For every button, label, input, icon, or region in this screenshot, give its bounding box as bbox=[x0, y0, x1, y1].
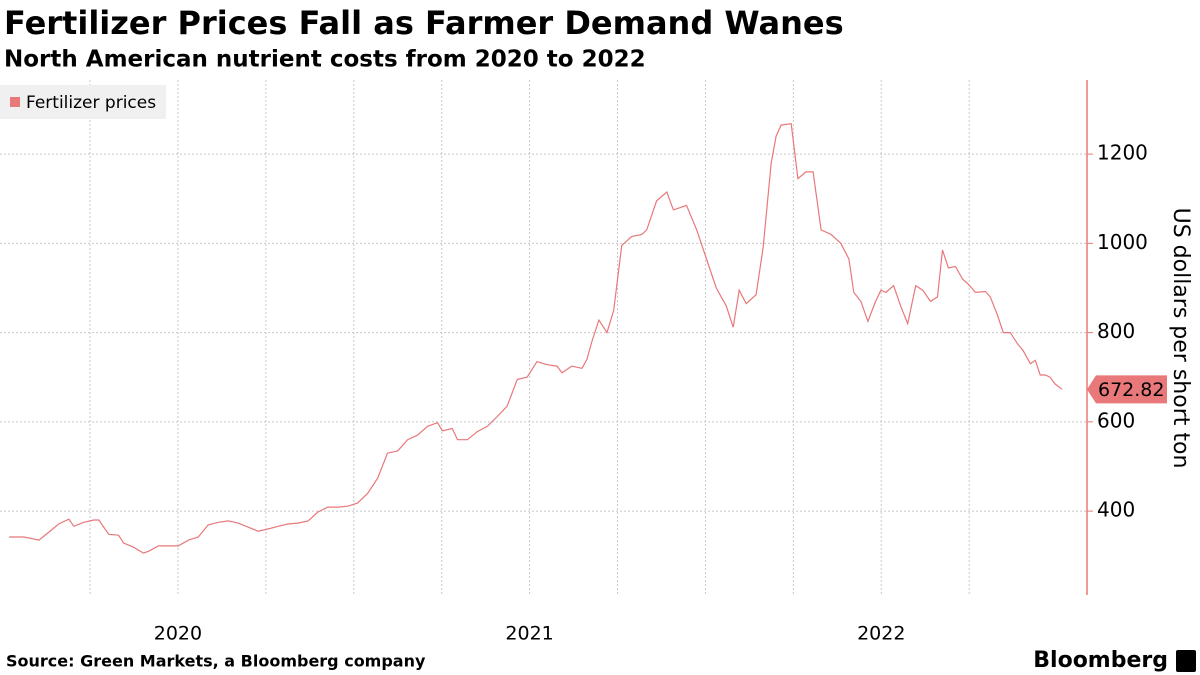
legend-swatch bbox=[10, 97, 20, 107]
x-tick-label: 2020 bbox=[154, 623, 202, 645]
y-axis-label: US dollars per short ton bbox=[1168, 208, 1193, 469]
legend-box bbox=[0, 85, 166, 119]
last-value-label: 672.82 bbox=[1098, 379, 1164, 401]
y-tick-label: 1000 bbox=[1097, 230, 1148, 254]
y-tick-label: 400 bbox=[1097, 498, 1135, 522]
x-tick-label: 2021 bbox=[505, 623, 553, 645]
line-series bbox=[9, 123, 1063, 554]
source: Source: Green Markets, a Bloomberg compa… bbox=[6, 652, 426, 671]
logo-icon bbox=[1176, 650, 1196, 672]
chart-title: Fertilizer Prices Fall as Farmer Demand … bbox=[4, 4, 844, 42]
last-value-badge bbox=[1087, 375, 1167, 404]
y-tick-label: 1200 bbox=[1097, 141, 1148, 165]
logo: Bloomberg bbox=[1033, 648, 1168, 673]
x-tick-label: 2022 bbox=[857, 623, 905, 645]
legend-label: Fertilizer prices bbox=[26, 93, 156, 113]
y-tick-label: 600 bbox=[1097, 408, 1135, 432]
chart-subtitle: North American nutrient costs from 2020 … bbox=[4, 47, 646, 73]
y-tick-label: 800 bbox=[1097, 319, 1135, 343]
